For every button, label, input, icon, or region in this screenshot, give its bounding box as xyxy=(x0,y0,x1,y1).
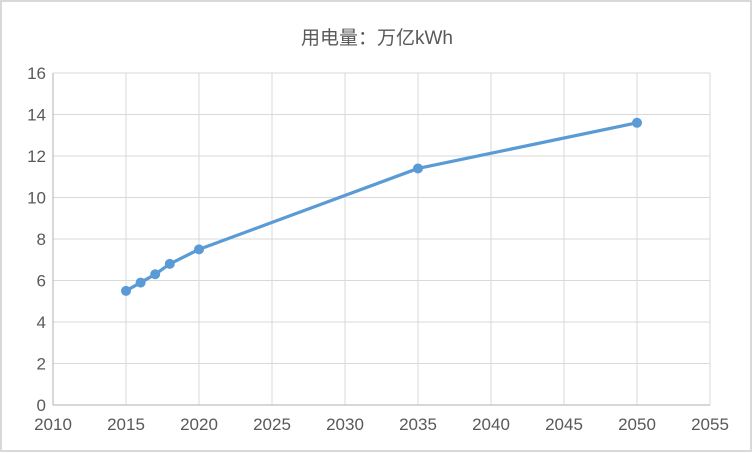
x-tick-label-2035: 2035 xyxy=(399,415,437,434)
x-tick-label-2015: 2015 xyxy=(107,415,145,434)
y-tick-label-0: 0 xyxy=(37,396,46,415)
x-tick-label-2025: 2025 xyxy=(253,415,291,434)
data-point-2020 xyxy=(194,244,204,255)
x-tick-label-2050: 2050 xyxy=(618,415,656,434)
x-tick-label-2040: 2040 xyxy=(472,415,510,434)
data-point-2016 xyxy=(135,277,146,288)
gridlines xyxy=(53,72,711,405)
data-point-2015 xyxy=(121,285,131,296)
y-tick-label-8: 8 xyxy=(37,230,46,249)
x-tick-label-2020: 2020 xyxy=(180,415,218,434)
data-point-2017 xyxy=(150,269,161,280)
y-tick-label-10: 10 xyxy=(27,189,46,208)
axes xyxy=(52,73,710,406)
tick-labels: 0 2 4 6 8 10 12 14 16 2010 2015 2020 2025 2030 2035 204… xyxy=(27,64,729,434)
x-tick-label-2055: 2055 xyxy=(691,415,729,434)
data-point-2050 xyxy=(632,117,642,128)
y-tick-label-12: 12 xyxy=(27,147,46,166)
data-point-2035 xyxy=(413,163,423,174)
chart-title: 用电量：万亿kWh xyxy=(301,27,453,49)
x-tick-label-2030: 2030 xyxy=(326,415,364,434)
x-tick-label-2045: 2045 xyxy=(545,415,583,434)
y-tick-label-14: 14 xyxy=(27,106,46,125)
y-tick-label-2: 2 xyxy=(37,355,46,374)
y-tick-label-6: 6 xyxy=(37,272,46,291)
y-tick-label-16: 16 xyxy=(27,64,46,83)
data-point-2018 xyxy=(164,258,175,269)
y-tick-label-4: 4 xyxy=(37,313,46,332)
x-tick-label-2010: 2010 xyxy=(34,415,72,434)
series-group xyxy=(121,117,642,296)
series-line-用电量 xyxy=(124,121,639,293)
